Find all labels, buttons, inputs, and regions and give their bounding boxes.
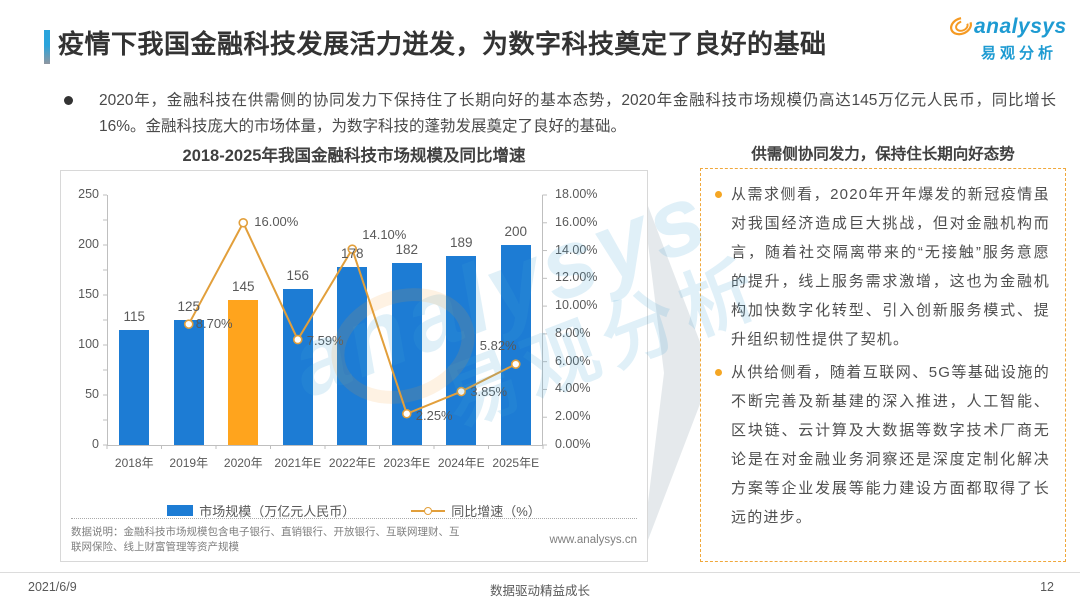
insight-text-demand: 从需求侧看，2020年开年爆发的新冠疫情虽对我国经济造成巨大挑战，但对金融机构而… xyxy=(731,186,1050,348)
left-axis-tick-label: 100 xyxy=(78,337,99,351)
bar-value-label: 178 xyxy=(340,246,364,261)
bar-value-label: 145 xyxy=(231,279,255,294)
insight-list: 从需求侧看，2020年开年爆发的新冠疫情虽对我国经济造成巨大挑战，但对金融机构而… xyxy=(714,180,1050,532)
right-axis-tick-label: 2.00% xyxy=(555,409,591,424)
bar-value-label: 182 xyxy=(395,242,419,257)
left-axis-tick-label: 250 xyxy=(78,187,99,201)
title-accent-bar xyxy=(44,30,50,64)
bar-value-label: 200 xyxy=(504,224,528,239)
x-axis-category-label: 2020年 xyxy=(223,456,263,470)
growth-label: 14.10% xyxy=(362,227,407,243)
x-axis-category-label: 2024年E xyxy=(437,456,485,470)
analysys-logo: analysys 易观分析 xyxy=(942,10,1070,63)
footer-divider xyxy=(0,572,1080,573)
growth-label: 8.70% xyxy=(195,316,233,332)
bar-value-label: 156 xyxy=(286,268,310,283)
left-axis-tick-label: 150 xyxy=(78,287,99,301)
footer-page-number: 12 xyxy=(1040,580,1054,594)
right-axis-tick-label: 6.00% xyxy=(555,353,591,368)
right-axis-tick-label: 18.00% xyxy=(555,187,598,201)
legend-line-label: 同比增速（%） xyxy=(451,504,541,519)
chart-legend: 市场规模（万亿元人民币） 同比增速（%） xyxy=(61,501,647,520)
bar-value-label: 125 xyxy=(177,299,201,314)
orange-bullet-icon xyxy=(715,369,722,376)
left-axis-tick-label: 0 xyxy=(92,437,99,451)
left-axis-tick-label: 200 xyxy=(78,237,99,251)
logo-text-en: analysys xyxy=(974,15,1067,38)
page-title: 疫情下我国金融科技发展活力迸发，为数字科技奠定了良好的基础 xyxy=(58,29,827,59)
chart-footnote-row: 数据说明：金融科技市场规模包含电子银行、直销银行、开放银行、互联网理财、互联网保… xyxy=(71,518,637,555)
right-axis-tick-label: 14.00% xyxy=(555,242,598,257)
chart-plot-area: 0 50 100 150 200 250 0.00% 2.00% 4.00% 6.00% 8.00%… xyxy=(78,187,597,470)
bar-2020年 xyxy=(228,300,259,445)
right-axis-tick-label: 16.00% xyxy=(555,214,598,229)
footer-slogan: 数据驱动精益成长 xyxy=(489,584,590,598)
legend-line-swatch xyxy=(411,506,446,515)
x-axis-category-label: 2022年E xyxy=(328,456,376,470)
growth-label: 5.82% xyxy=(479,338,517,354)
growth-label: 7.59% xyxy=(306,332,344,348)
intro-text: 2020年，金融科技在供需侧的协同发力下保持住了长期向好的基本态势，2020年金… xyxy=(99,92,1056,135)
intro-bullet-row: 2020年，金融科技在供需侧的协同发力下保持住了长期向好的基本态势，2020年金… xyxy=(64,88,1056,140)
growth-label: 16.00% xyxy=(254,213,299,229)
right-axis-tick-label: 0.00% xyxy=(555,437,591,451)
bar-2018年 xyxy=(119,330,150,445)
chart-axes xyxy=(103,194,547,449)
footer-date: 2021/6/9 xyxy=(28,580,77,594)
legend-item-market-size: 市场规模（万亿元人民币） xyxy=(167,501,355,520)
bar-value-label: 189 xyxy=(449,235,473,250)
bar-2021年E xyxy=(282,289,313,445)
right-axis-tick-label: 8.00% xyxy=(555,325,591,340)
chart-title: 2018-2025年我国金融科技市场规模及同比增速 xyxy=(182,147,526,165)
left-axis-tick-label: 50 xyxy=(85,387,99,401)
data-note: 数据说明：金融科技市场规模包含电子银行、直销银行、开放银行、互联网理财、互联网保… xyxy=(71,526,460,553)
x-axis-category-label: 2018年 xyxy=(114,456,154,470)
right-axis-tick-label: 12.00% xyxy=(555,270,598,285)
x-axis-category-label: 2025年E xyxy=(492,456,540,470)
right-axis-tick-label: 10.00% xyxy=(555,298,598,313)
insight-text-supply: 从供给侧看，随着互联网、5G等基础设施的不断完善及新基建的深入推进，人工智能、区… xyxy=(731,364,1050,526)
insight-panel: 从需求侧看，2020年开年爆发的新冠疫情虽对我国经济造成巨大挑战，但对金融机构而… xyxy=(700,168,1066,562)
growth-label: 3.85% xyxy=(470,383,508,399)
legend-bar-swatch xyxy=(167,505,194,516)
bar-2024年E xyxy=(446,256,477,445)
bar-value-label: 115 xyxy=(123,309,146,324)
legend-bar-label: 市场规模（万亿元人民币） xyxy=(199,504,356,519)
bullet-dot-icon xyxy=(64,96,73,105)
x-axis-category-label: 2019年 xyxy=(169,456,209,470)
x-axis-category-label: 2023年E xyxy=(383,456,431,470)
bar-2022年E xyxy=(337,267,368,445)
growth-line xyxy=(183,217,521,419)
orange-bullet-icon xyxy=(715,191,722,198)
logo-text-cn: 易观分析 xyxy=(980,45,1057,62)
source-site: www.analysys.cn xyxy=(549,534,637,546)
insight-item-supply: 从供给侧看，随着互联网、5G等基础设施的不断完善及新基建的深入推进，人工智能、区… xyxy=(714,358,1050,532)
bar-2025年E xyxy=(500,245,531,445)
growth-label: 2.25% xyxy=(415,407,453,423)
right-axis-tick-label: 4.00% xyxy=(555,381,591,396)
chart-card: 0 50 100 150 200 250 0.00% 2.00% 4.00% 6.00% 8.00%… xyxy=(60,170,648,562)
flow-arrow-icon xyxy=(641,188,712,558)
logo-swirl-icon xyxy=(950,16,972,36)
panel-title: 供需侧协同发力，保持住长期向好态势 xyxy=(751,146,1015,163)
legend-item-growth: 同比增速（%） xyxy=(411,501,541,520)
insight-item-demand: 从需求侧看，2020年开年爆发的新冠疫情虽对我国经济造成巨大挑战，但对金融机构而… xyxy=(714,180,1050,354)
x-axis-category-label: 2021年E xyxy=(274,456,322,470)
bar-2019年 xyxy=(173,320,204,445)
